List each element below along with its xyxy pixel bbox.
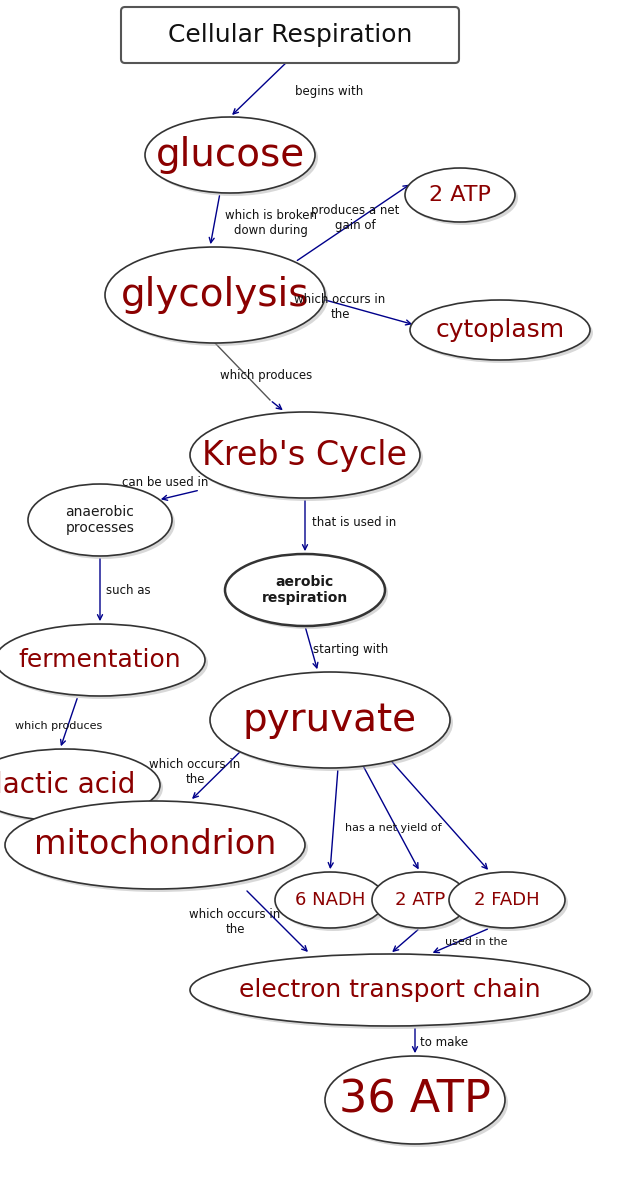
Text: glycolysis: glycolysis (121, 276, 309, 314)
Text: which produces: which produces (15, 721, 102, 731)
Ellipse shape (0, 752, 163, 824)
Text: glucose: glucose (155, 136, 305, 175)
Ellipse shape (145, 117, 315, 193)
Text: which occurs in
the: which occurs in the (189, 908, 281, 936)
Ellipse shape (213, 675, 453, 771)
Text: used in the: used in the (445, 937, 507, 948)
Text: aerobic
respiration: aerobic respiration (262, 574, 348, 606)
Text: lactic acid: lactic acid (0, 771, 135, 799)
Text: electron transport chain: electron transport chain (239, 978, 541, 1002)
Text: anaerobic
processes: anaerobic processes (66, 504, 135, 535)
Text: has a net yield of: has a net yield of (345, 824, 442, 833)
Text: which is broken
down during: which is broken down during (225, 209, 317, 237)
Text: which occurs in
the: which occurs in the (294, 293, 386, 321)
Text: can be used in: can be used in (122, 477, 208, 490)
FancyBboxPatch shape (121, 7, 459, 63)
Text: 2 ATP: 2 ATP (429, 185, 491, 205)
Ellipse shape (105, 247, 325, 343)
Text: cytoplasm: cytoplasm (436, 318, 565, 342)
Ellipse shape (8, 804, 308, 892)
Ellipse shape (31, 486, 175, 559)
Text: pyruvate: pyruvate (243, 701, 417, 739)
Text: 2 ATP: 2 ATP (395, 891, 445, 909)
Ellipse shape (28, 484, 172, 556)
Ellipse shape (190, 954, 590, 1026)
Text: mitochondrion: mitochondrion (34, 828, 276, 862)
Text: which occurs in
the: which occurs in the (150, 759, 240, 786)
Ellipse shape (410, 300, 590, 360)
Ellipse shape (193, 415, 423, 501)
Text: which produces: which produces (220, 370, 312, 383)
Text: such as: such as (106, 584, 151, 596)
Ellipse shape (413, 303, 593, 362)
Ellipse shape (0, 624, 205, 696)
Text: 6 NADH: 6 NADH (295, 891, 365, 909)
Ellipse shape (372, 872, 468, 928)
Ellipse shape (190, 412, 420, 498)
Text: 2 FADH: 2 FADH (474, 891, 540, 909)
Ellipse shape (452, 875, 568, 931)
Ellipse shape (210, 672, 450, 768)
Text: to make: to make (420, 1037, 468, 1050)
Text: 36 ATP: 36 ATP (339, 1079, 491, 1121)
Text: fermentation: fermentation (19, 648, 181, 672)
Ellipse shape (0, 749, 160, 821)
Text: Cellular Respiration: Cellular Respiration (168, 23, 412, 47)
Ellipse shape (225, 554, 385, 626)
Ellipse shape (405, 169, 515, 222)
Ellipse shape (449, 872, 565, 928)
Ellipse shape (5, 801, 305, 889)
Ellipse shape (108, 250, 328, 346)
Ellipse shape (325, 1056, 505, 1144)
Ellipse shape (148, 120, 318, 196)
Ellipse shape (408, 171, 518, 225)
Text: produces a net
gain of: produces a net gain of (311, 203, 399, 232)
Ellipse shape (328, 1060, 508, 1147)
Ellipse shape (275, 872, 385, 928)
Text: Kreb's Cycle: Kreb's Cycle (203, 438, 407, 472)
Text: that is used in: that is used in (312, 517, 396, 530)
Ellipse shape (193, 957, 593, 1029)
Ellipse shape (228, 557, 388, 628)
Text: starting with: starting with (313, 643, 388, 656)
Ellipse shape (278, 875, 388, 931)
Ellipse shape (375, 875, 471, 931)
Ellipse shape (0, 627, 208, 700)
Text: begins with: begins with (295, 85, 363, 99)
